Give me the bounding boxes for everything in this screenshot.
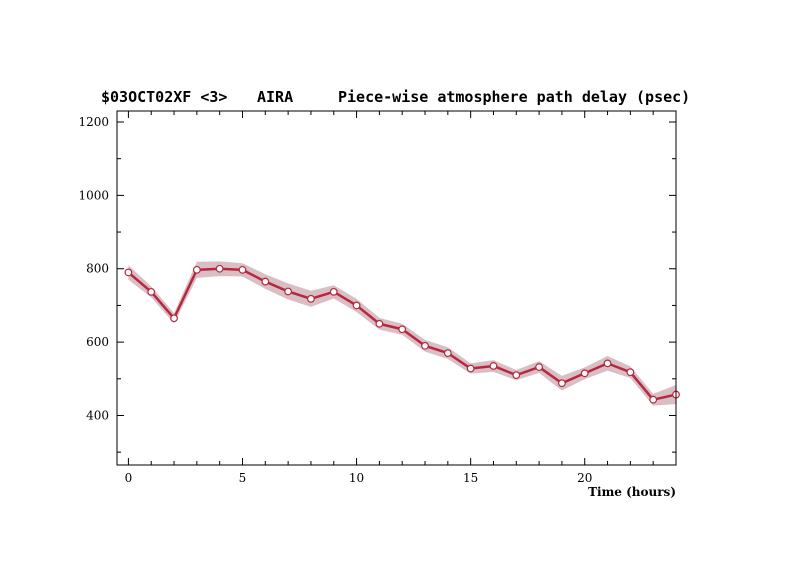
data-point <box>466 364 475 373</box>
x-tick-label: 0 <box>125 471 133 485</box>
data-point <box>580 369 589 378</box>
x-tick-label: 5 <box>239 471 247 485</box>
y-tick-label: 1200 <box>78 115 109 129</box>
chart-quantity-title: Piece-wise atmosphere path delay (psec) <box>338 88 690 106</box>
data-point <box>398 325 407 334</box>
y-tick-label: 1000 <box>78 188 109 202</box>
data-point <box>329 287 338 296</box>
data-point <box>512 371 521 380</box>
data-point <box>558 379 566 388</box>
x-axis-label: Time (hours) <box>588 485 676 499</box>
data-point <box>626 368 635 377</box>
data-point-layer <box>124 264 680 404</box>
axis-ticks <box>117 111 677 465</box>
data-point <box>124 268 133 277</box>
y-tick-label: 800 <box>86 262 109 276</box>
data-point <box>443 349 452 358</box>
data-point <box>352 301 361 310</box>
chart-station-title: AIRA <box>257 88 293 106</box>
plot-frame <box>116 110 677 466</box>
x-tick-labels: 0 5 10 15 20 <box>125 471 593 485</box>
y-tick-labels: 400 600 800 1000 1200 <box>78 115 109 422</box>
data-point <box>215 264 224 273</box>
x-tick-label: 10 <box>349 471 364 485</box>
uncertainty-band <box>128 261 676 406</box>
data-point <box>147 287 156 296</box>
data-point <box>284 287 293 296</box>
data-point <box>261 277 270 286</box>
chart-source-title: $03OCT02XF <3> <box>101 88 227 106</box>
data-point <box>421 341 429 350</box>
data-point <box>375 319 384 328</box>
x-tick-label: 15 <box>463 471 478 485</box>
y-tick-label: 400 <box>86 408 109 422</box>
data-point <box>170 314 178 323</box>
data-point <box>192 265 201 274</box>
data-point <box>535 363 543 371</box>
data-point <box>603 359 612 368</box>
data-point <box>649 395 658 404</box>
data-point <box>238 265 247 274</box>
uncertainty-band-layer <box>128 261 676 406</box>
x-tick-label: 20 <box>577 471 592 485</box>
data-point <box>489 362 498 370</box>
y-tick-label: 600 <box>86 335 109 349</box>
data-point <box>307 294 315 303</box>
